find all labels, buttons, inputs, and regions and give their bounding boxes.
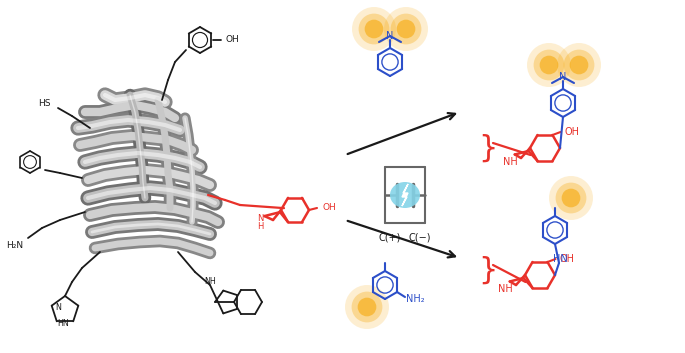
Circle shape [384, 7, 428, 51]
Text: N: N [560, 72, 566, 82]
Text: N: N [258, 214, 264, 222]
Circle shape [364, 20, 384, 38]
Circle shape [549, 176, 593, 220]
Circle shape [562, 189, 580, 207]
Circle shape [397, 20, 415, 38]
Text: }: } [478, 133, 498, 162]
Text: NH: NH [499, 285, 513, 294]
Text: H: H [258, 222, 264, 231]
Circle shape [557, 43, 601, 87]
Text: N: N [55, 303, 62, 312]
Circle shape [345, 285, 389, 329]
Text: C(−): C(−) [409, 232, 432, 242]
Circle shape [564, 50, 595, 80]
Text: OH: OH [560, 254, 575, 264]
Circle shape [352, 7, 396, 51]
Circle shape [351, 292, 382, 322]
Text: H₂N: H₂N [6, 240, 23, 250]
Circle shape [359, 14, 389, 44]
Text: NH: NH [503, 157, 518, 167]
Circle shape [534, 50, 564, 80]
Circle shape [527, 43, 571, 87]
Circle shape [570, 56, 588, 74]
Text: }: } [478, 256, 498, 285]
Circle shape [390, 14, 421, 44]
Circle shape [540, 56, 558, 74]
Text: OH: OH [565, 127, 580, 137]
Text: OH: OH [225, 36, 239, 44]
Polygon shape [402, 184, 408, 206]
Circle shape [556, 183, 586, 214]
Text: OH: OH [322, 203, 336, 213]
Text: NH₂: NH₂ [406, 294, 424, 304]
Text: HN: HN [553, 254, 567, 264]
Text: C(+): C(+) [379, 232, 401, 242]
Ellipse shape [390, 182, 420, 208]
Text: N: N [386, 31, 394, 41]
Text: NH: NH [204, 277, 216, 287]
Circle shape [358, 298, 376, 316]
Text: HN: HN [58, 319, 69, 328]
Text: HS: HS [38, 100, 50, 108]
